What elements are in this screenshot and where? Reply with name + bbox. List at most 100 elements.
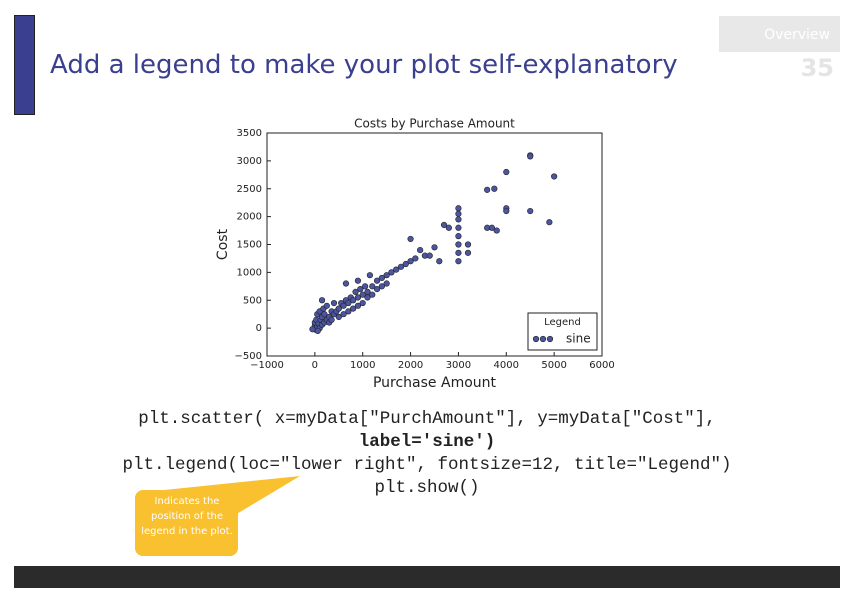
point <box>436 258 443 265</box>
point <box>321 311 328 318</box>
x-axis-label: Purchase Amount <box>373 375 497 391</box>
point <box>455 205 462 212</box>
y-tick-label: 500 <box>243 295 262 306</box>
point <box>345 308 352 315</box>
legend-marker <box>539 335 547 343</box>
chart-title: Costs by Purchase Amount <box>354 117 515 131</box>
point <box>493 227 500 234</box>
x-tick-label: 3000 <box>446 360 471 371</box>
legend-label: sine <box>566 332 591 346</box>
point <box>488 224 496 231</box>
point <box>345 299 352 307</box>
point <box>352 288 359 295</box>
point <box>369 283 376 290</box>
y-tick-label: 1000 <box>237 267 262 278</box>
x-tick-label: 5000 <box>541 360 566 371</box>
point <box>369 291 376 298</box>
point <box>366 272 373 279</box>
point <box>455 241 462 248</box>
y-tick-label: 0 <box>256 323 262 334</box>
code-line: label='sine') <box>358 432 496 452</box>
point <box>527 153 534 160</box>
point <box>455 258 462 265</box>
point <box>464 249 472 256</box>
point <box>546 219 553 226</box>
point <box>335 305 342 312</box>
point <box>378 283 385 290</box>
y-axis-label: Cost <box>215 228 231 260</box>
footer-bar <box>14 566 840 588</box>
point <box>455 210 462 217</box>
y-tick-label: 3500 <box>237 128 262 139</box>
code-line: plt.show() <box>374 478 480 498</box>
point <box>551 173 558 180</box>
point <box>309 326 316 333</box>
point <box>314 327 321 335</box>
point <box>397 263 405 270</box>
point <box>350 305 357 312</box>
legend-title: Legend <box>544 317 581 328</box>
point <box>455 249 462 256</box>
point <box>503 168 510 176</box>
accent-bar <box>14 15 35 115</box>
point <box>364 294 371 301</box>
point <box>359 299 366 307</box>
code-line: plt.scatter( x=myData["PurchAmount"], y=… <box>138 409 716 429</box>
point <box>373 286 381 293</box>
callout-text: Indicates the position of the legend in … <box>141 496 233 537</box>
page-number: 35 <box>800 54 834 82</box>
y-tick-label: 2000 <box>237 212 262 223</box>
point <box>330 299 338 307</box>
point <box>431 244 438 251</box>
point <box>455 233 462 240</box>
point <box>455 224 462 231</box>
y-tick-label: 2500 <box>237 184 262 195</box>
point <box>383 272 390 279</box>
point <box>342 280 350 287</box>
legend-marker <box>532 335 540 343</box>
point <box>354 277 362 284</box>
y-tick-label: 1500 <box>237 240 262 251</box>
x-tick-label: −1000 <box>250 360 284 371</box>
point <box>335 313 342 321</box>
point <box>357 286 364 293</box>
x-tick-label: 1000 <box>350 360 375 371</box>
point <box>354 302 362 309</box>
point <box>503 207 510 215</box>
point <box>412 255 419 262</box>
point <box>484 186 491 193</box>
point <box>455 216 462 223</box>
point <box>373 277 381 284</box>
point <box>318 297 326 304</box>
point <box>388 269 395 276</box>
point <box>378 274 385 282</box>
section-tab: Overview <box>719 16 840 52</box>
x-tick-label: 0 <box>312 360 318 371</box>
point <box>426 252 433 259</box>
legend-marker <box>546 335 554 343</box>
code-line: plt.legend(loc="lower right", fontsize=1… <box>122 455 732 475</box>
point <box>464 241 472 248</box>
legend-box <box>527 312 598 351</box>
point <box>383 280 390 287</box>
slide-title: Add a legend to make your plot self-expl… <box>50 50 678 80</box>
x-tick-label: 2000 <box>398 360 423 371</box>
point <box>527 207 534 215</box>
legend: Legend sine <box>527 312 598 351</box>
point <box>340 311 347 318</box>
y-tick-label: −500 <box>235 351 262 362</box>
point <box>328 316 335 323</box>
point <box>445 224 452 231</box>
point <box>354 294 362 301</box>
point <box>362 283 369 290</box>
point <box>359 291 366 298</box>
point <box>340 302 347 309</box>
point <box>491 185 498 192</box>
callout-box <box>135 490 238 556</box>
x-tick-label: 4000 <box>494 360 519 371</box>
point <box>393 266 400 273</box>
point <box>417 246 424 254</box>
point <box>323 302 330 309</box>
